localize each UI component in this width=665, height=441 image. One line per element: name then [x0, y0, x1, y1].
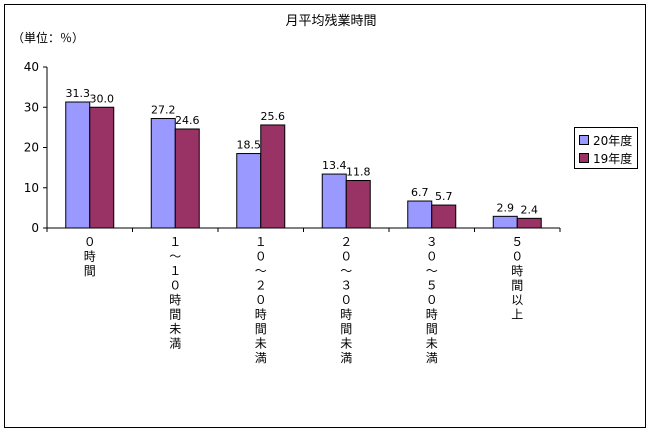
y-tick-label: 0 — [31, 221, 39, 235]
data-label: 5.7 — [435, 190, 453, 203]
bar-20 — [492, 215, 518, 229]
x-tick-label: ２０～３０時間未満 — [340, 235, 352, 365]
bar-19 — [89, 106, 115, 229]
data-label: 24.6 — [175, 114, 200, 127]
data-label: 25.6 — [261, 110, 286, 123]
legend-item-19: 19年度 — [579, 149, 637, 167]
chart-title: 月平均残業時間 — [285, 13, 376, 29]
bar-19 — [260, 124, 286, 229]
data-label: 2.9 — [497, 201, 515, 214]
data-label: 11.8 — [346, 166, 371, 179]
data-label: 13.4 — [322, 159, 347, 172]
legend-item-20: 20年度 — [579, 131, 637, 149]
x-tick-label: ５０時間以上 — [511, 235, 523, 322]
data-label: 27.2 — [151, 104, 176, 117]
y-tick-label: 10 — [24, 181, 39, 195]
bar-19 — [345, 180, 371, 229]
bar-20 — [236, 153, 262, 229]
x-tick-label: ３０～５０時間未満 — [426, 235, 438, 365]
legend-label-20: 20年度 — [593, 133, 633, 148]
x-tick-label: ０時間 — [84, 235, 96, 278]
x-tick-label: １～１０時間未満 — [169, 235, 181, 351]
bar-20 — [65, 101, 91, 229]
bar-19 — [174, 128, 200, 229]
data-label: 18.5 — [237, 139, 262, 152]
legend-swatch-19 — [579, 153, 589, 163]
bar-20 — [407, 200, 433, 229]
bar-20 — [150, 118, 176, 229]
y-tick-label: 30 — [24, 100, 39, 114]
bar-19 — [516, 217, 542, 229]
bar-19 — [431, 204, 457, 229]
y-tick-label: 40 — [24, 60, 39, 74]
bar-20 — [321, 173, 347, 229]
data-label: 30.0 — [90, 92, 115, 105]
data-label: 6.7 — [411, 186, 429, 199]
x-tick-label: １０～２０時間未満 — [255, 235, 267, 365]
legend-swatch-20 — [579, 135, 589, 145]
unit-label: （単位：％） — [12, 30, 84, 45]
y-tick-label: 20 — [24, 141, 39, 155]
data-label: 2.4 — [521, 203, 539, 216]
legend-label-19: 19年度 — [593, 151, 633, 166]
data-label: 31.3 — [66, 87, 91, 100]
legend: 20年度 19年度 — [574, 127, 638, 169]
